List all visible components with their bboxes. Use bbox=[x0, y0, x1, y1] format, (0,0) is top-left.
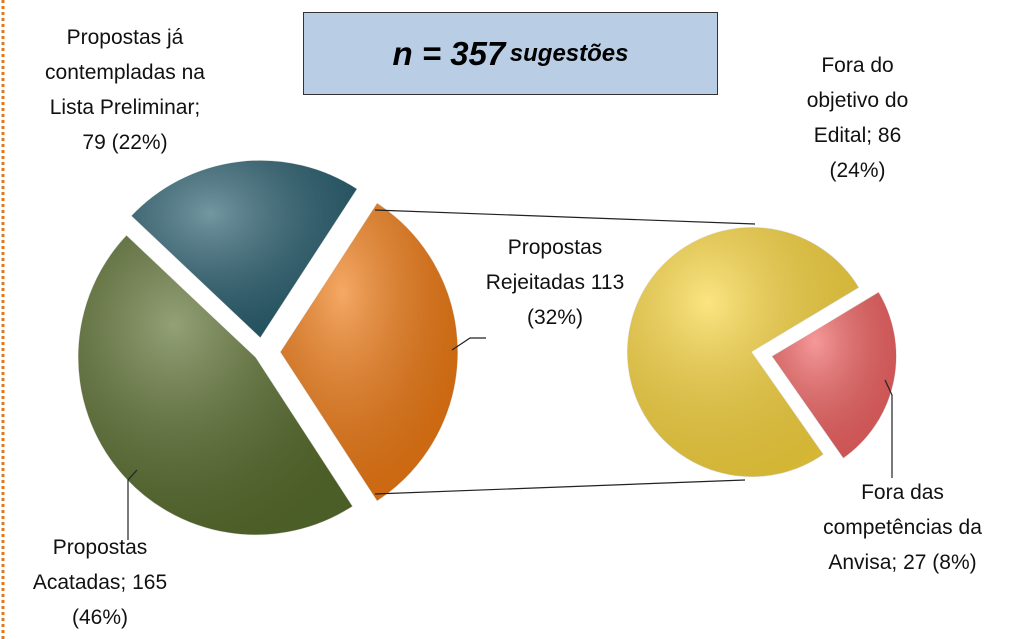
data-label: Propostas Rejeitadas 113 (32%) bbox=[480, 230, 630, 335]
category-label: Propostas Rejeitadas bbox=[485, 236, 603, 294]
slice-shade bbox=[280, 202, 458, 502]
connector-line bbox=[374, 479, 746, 495]
value-label: 27 (8%) bbox=[903, 551, 977, 574]
slice-shade bbox=[130, 160, 358, 339]
value-label: 165 (46%) bbox=[71, 571, 168, 629]
leader-line bbox=[127, 469, 138, 540]
chart-subtitle: sugestões bbox=[509, 39, 629, 67]
slice-shade bbox=[77, 234, 353, 536]
value-label: 86 (24%) bbox=[829, 124, 902, 182]
title-box: n = 357 sugestões bbox=[303, 12, 718, 95]
slice-shade bbox=[771, 291, 897, 459]
value-label: 113 (32%) bbox=[526, 271, 625, 329]
value-label: 79 (22%) bbox=[82, 131, 168, 154]
data-label: Fora das competências da Anvisa; 27 (8%) bbox=[805, 475, 1000, 580]
leader-line bbox=[451, 337, 486, 351]
data-label: Propostas Acatadas; 165 (46%) bbox=[5, 530, 195, 635]
category-label: Propostas Acatadas; bbox=[32, 536, 148, 594]
slice-shade bbox=[627, 226, 860, 477]
category-label: Propostas já contempladas na Lista Preli… bbox=[45, 26, 205, 119]
category-label: Fora das competências da Anvisa; bbox=[823, 481, 982, 574]
leader-line bbox=[884, 379, 893, 478]
data-label: Propostas já contempladas na Lista Preli… bbox=[45, 20, 205, 160]
data-label: Fora do objetivo do Edital; 86 (24%) bbox=[790, 48, 925, 188]
connector-line bbox=[374, 209, 756, 225]
category-label: Fora do objetivo do Edital; bbox=[806, 54, 909, 147]
marks bbox=[77, 159, 898, 536]
leaders bbox=[127, 209, 893, 540]
chart-title: n = 357 bbox=[392, 34, 506, 72]
